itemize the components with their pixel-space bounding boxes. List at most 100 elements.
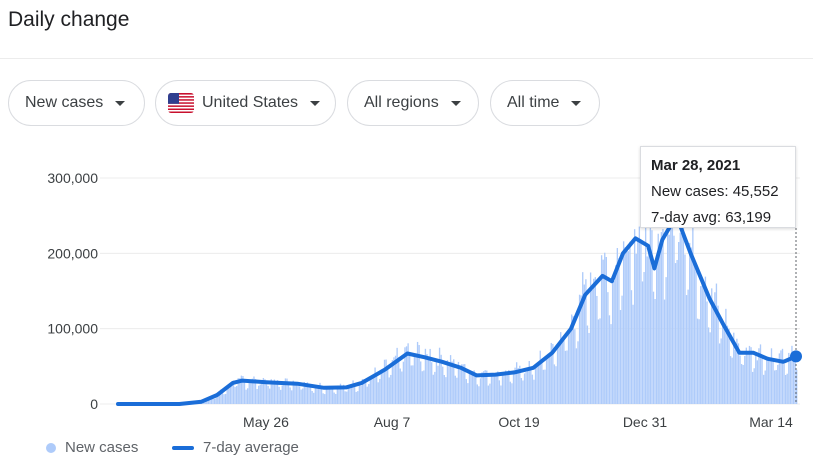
y-tick-label: 200,000 (47, 245, 98, 261)
bar-new-cases (723, 328, 725, 404)
bar-new-cases (528, 361, 530, 404)
bar-new-cases (484, 370, 486, 404)
bar-new-cases (202, 401, 205, 404)
bar-new-cases (272, 381, 274, 404)
bar-new-cases (728, 328, 730, 404)
bar-new-cases (674, 263, 677, 404)
region-dropdown[interactable]: All regions (347, 80, 479, 126)
bar-new-cases (313, 392, 315, 404)
bar-new-cases (750, 347, 752, 404)
bar-new-cases (662, 228, 664, 404)
bar-new-cases (404, 347, 406, 404)
bar-new-cases (448, 365, 450, 404)
bar-new-cases (221, 391, 224, 404)
bar-new-cases (539, 350, 541, 404)
caret-down-icon (571, 100, 582, 106)
bar-new-cases (695, 266, 697, 404)
bar-new-cases (566, 350, 568, 404)
bar-new-cases (605, 256, 607, 404)
bar-new-cases (577, 341, 579, 404)
bar-new-cases (341, 385, 343, 404)
bar-new-cases (770, 348, 773, 404)
bar-new-cases (549, 354, 551, 404)
bar-new-cases (641, 281, 644, 404)
bar-new-cases (352, 380, 354, 404)
hover-point[interactable] (790, 350, 802, 363)
bar-new-cases (498, 380, 501, 404)
bar-new-cases (725, 308, 727, 404)
bar-new-cases (232, 380, 235, 404)
bar-new-cases (514, 367, 516, 404)
bar-new-cases (336, 385, 338, 404)
bar-new-cases (366, 386, 368, 404)
bar-new-cases (744, 355, 746, 404)
bar-new-cases (248, 381, 250, 404)
bar-new-cases (511, 383, 513, 404)
bar-new-cases (261, 382, 263, 404)
bar-new-cases (278, 386, 280, 404)
bar-new-cases (473, 370, 475, 404)
bar-new-cases (239, 378, 241, 404)
bar-new-cases (762, 374, 765, 404)
bar-new-cases (453, 359, 455, 404)
bar-new-cases (637, 237, 639, 404)
bar-new-cases (704, 276, 707, 404)
bar-new-cases (426, 354, 428, 404)
bar-new-cases (654, 299, 656, 404)
bar-new-cases (479, 378, 482, 404)
bar-new-cases (731, 357, 733, 404)
bar-new-cases (390, 374, 392, 404)
bar-new-cases (629, 241, 631, 404)
metric-dropdown[interactable]: New cases (8, 80, 145, 126)
bar-new-cases (701, 282, 703, 404)
caret-down-icon (450, 100, 461, 106)
bar-new-cases (445, 377, 447, 404)
bar-new-cases (534, 367, 537, 404)
bar-new-cases (242, 376, 244, 404)
region-dropdown-label: All regions (364, 94, 439, 111)
bar-new-cases (471, 371, 474, 404)
bar-new-cases (493, 375, 496, 404)
bar-new-cases (322, 393, 324, 404)
bar-new-cases (440, 354, 442, 404)
bar-new-cases (751, 371, 754, 404)
bar-new-cases (685, 295, 688, 404)
bar-new-cases (718, 343, 721, 404)
caret-down-icon (310, 100, 321, 106)
bar-new-cases (602, 259, 604, 404)
bar-new-cases (556, 347, 559, 404)
bar-new-cases (338, 387, 340, 404)
bar-new-cases (470, 371, 472, 404)
bar-new-cases (615, 265, 617, 404)
bar-new-cases (478, 386, 480, 404)
bar-new-cases (569, 327, 571, 404)
bar-new-cases (399, 368, 401, 404)
bar-new-cases (533, 379, 535, 404)
bar-new-cases (246, 388, 249, 404)
bar-new-cases (681, 224, 683, 404)
time-range-dropdown[interactable]: All time (490, 80, 600, 126)
bar-new-cases (217, 394, 219, 404)
bar-new-cases (530, 366, 532, 404)
bar-new-cases (437, 365, 439, 404)
bar-new-cases (431, 362, 433, 404)
bar-new-cases (418, 345, 420, 404)
bar-new-cases (291, 390, 293, 404)
bar-new-cases (467, 383, 469, 404)
bar-new-cases (635, 253, 637, 404)
bar-new-cases (423, 370, 425, 404)
series-line-7-day-average (116, 213, 798, 406)
bar-new-cases (761, 357, 763, 404)
bar-new-cases (309, 386, 312, 404)
x-tick-label: Aug 7 (374, 414, 411, 430)
bar-new-cases (755, 355, 757, 404)
bar-new-cases (306, 382, 309, 404)
bar-new-cases (308, 385, 310, 404)
bar-new-cases (256, 388, 258, 404)
bar-new-cases (580, 295, 582, 404)
bar-new-cases (402, 361, 405, 404)
bar-new-cases (673, 235, 675, 404)
country-dropdown[interactable]: United States (155, 80, 336, 126)
bar-new-cases (668, 234, 670, 404)
